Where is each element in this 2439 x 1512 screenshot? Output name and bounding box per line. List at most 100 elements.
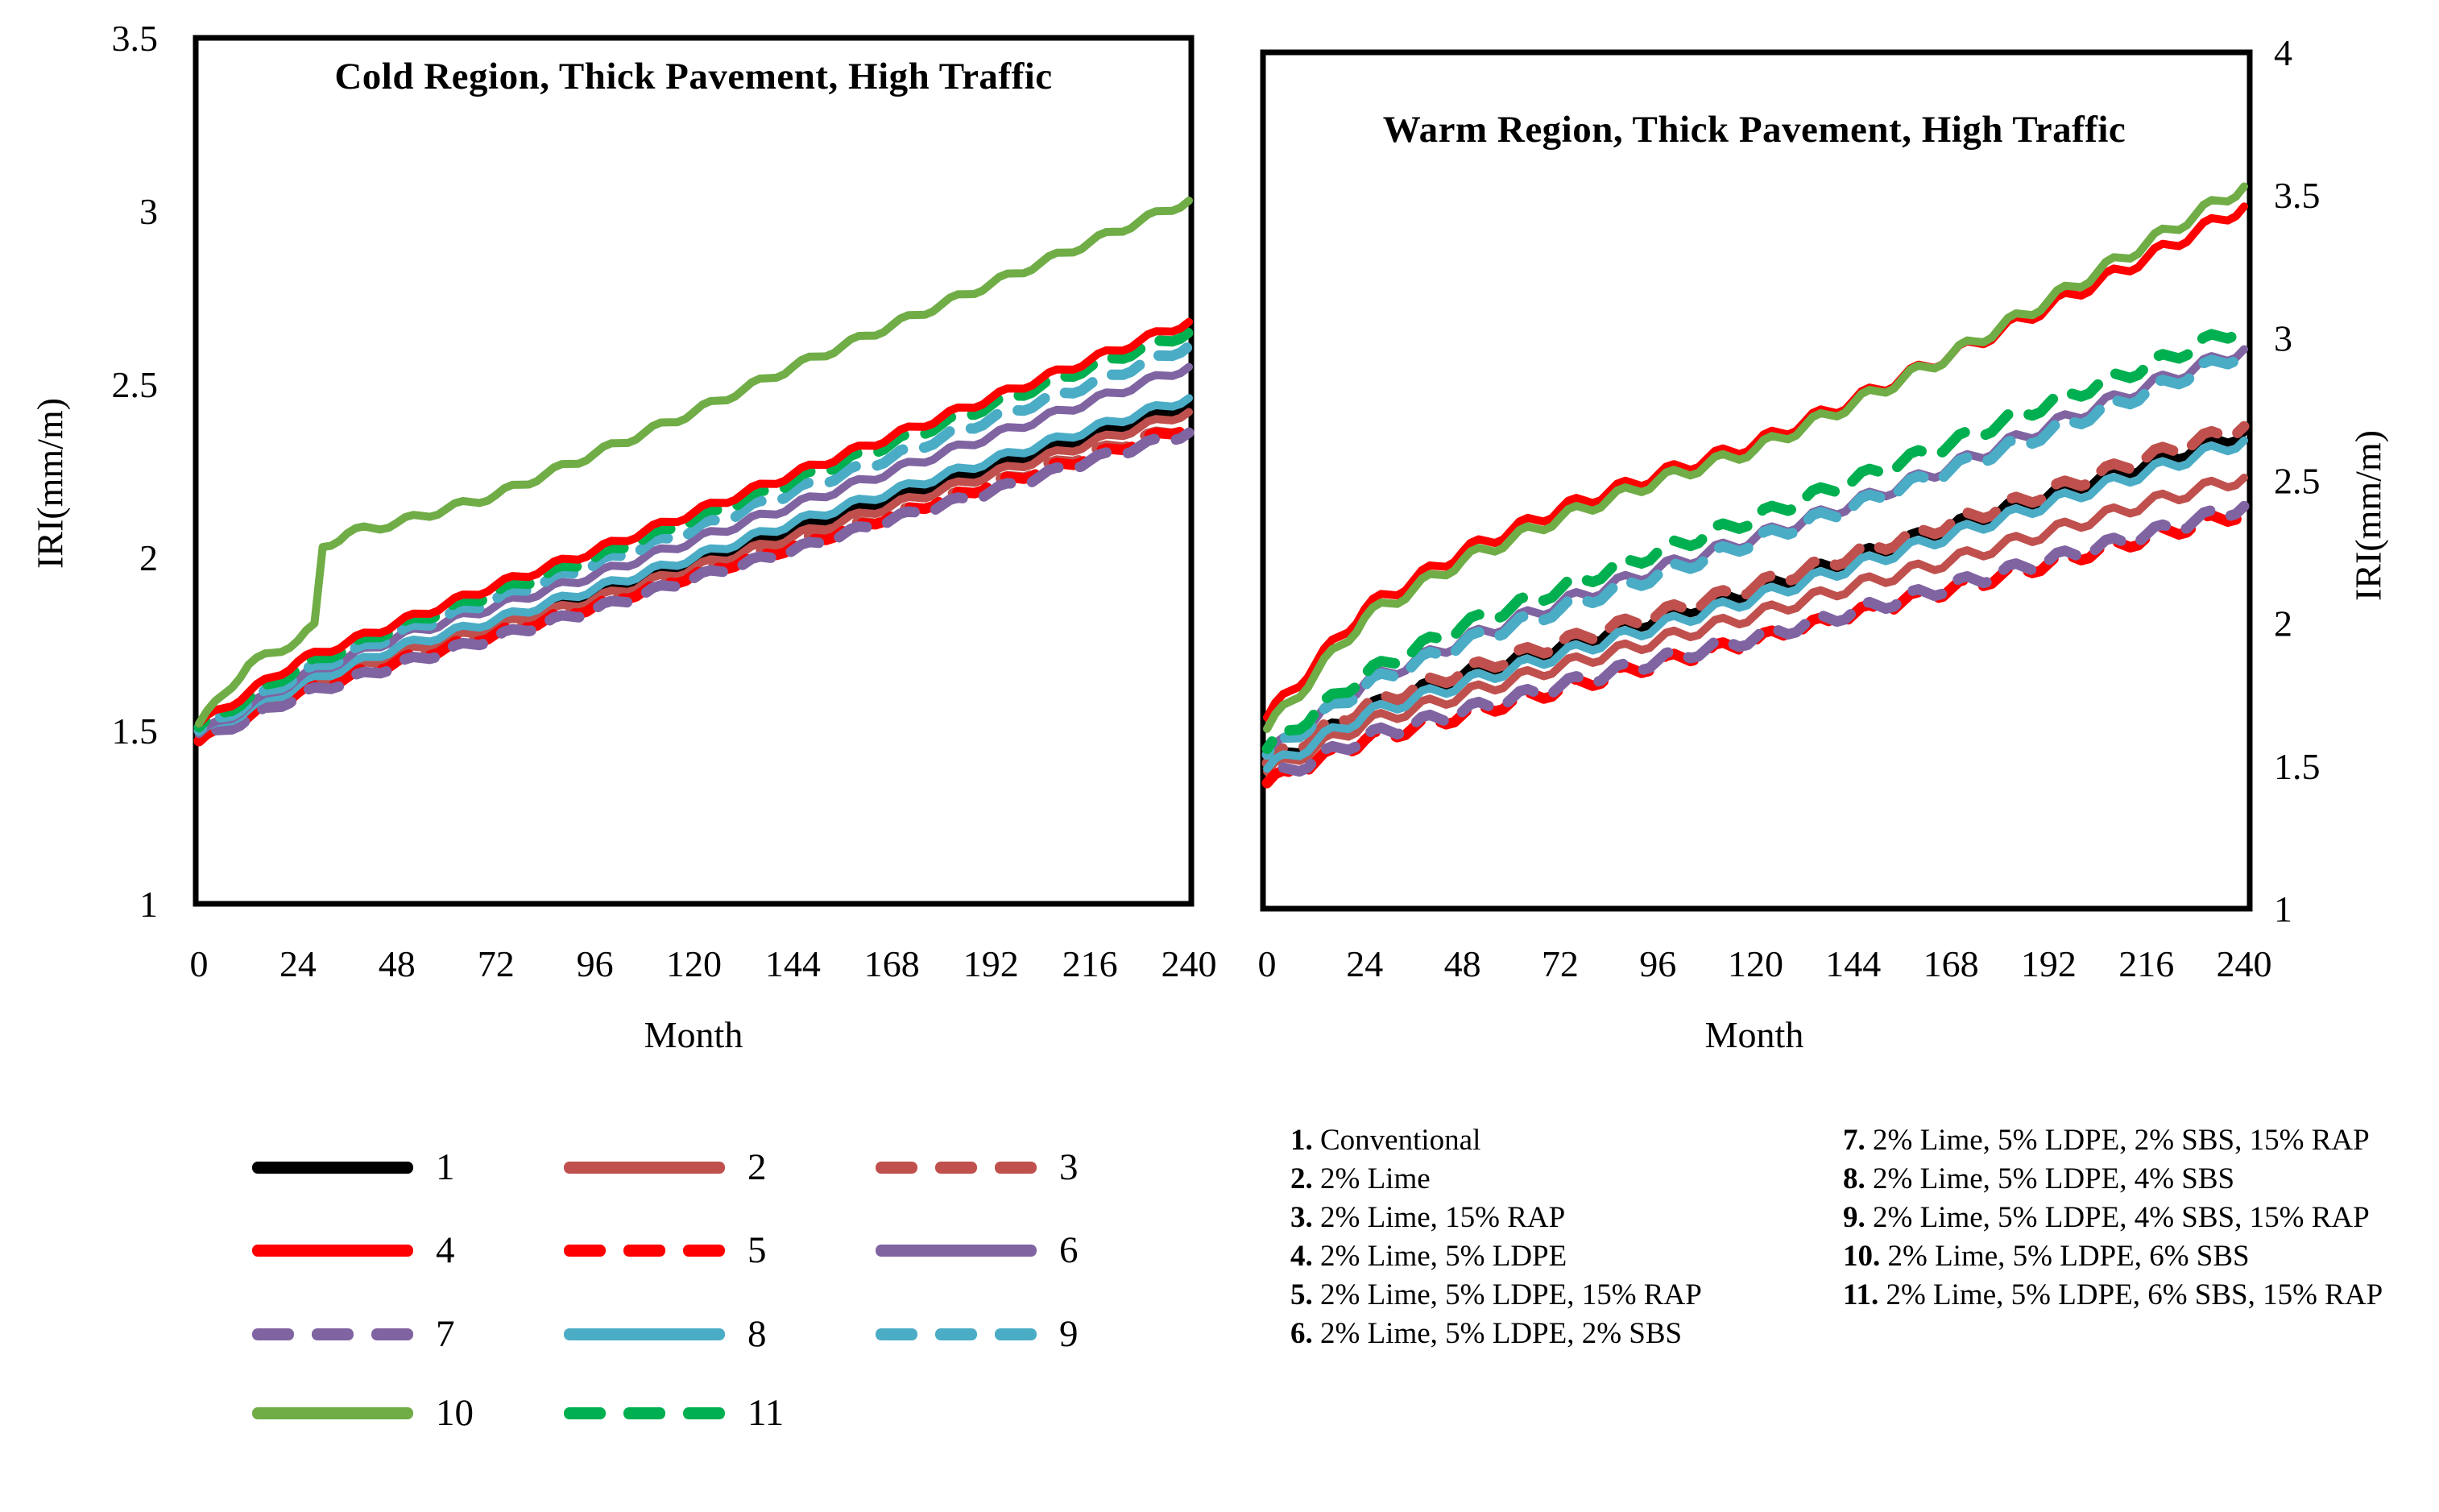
cold-series-line-11 xyxy=(193,327,1195,733)
mix-note-3: 3. 2% Lime, 15% RAP xyxy=(1290,1201,1566,1235)
legend-item-3: 3 xyxy=(876,1146,1079,1188)
swatch-bar xyxy=(683,1244,725,1257)
mix-note-9: 9. 2% Lime, 5% LDPE, 4% SBS, 15% RAP xyxy=(1843,1201,2370,1235)
warm-x-tick-label: 168 xyxy=(1923,943,1979,984)
swatch-bar xyxy=(935,1161,977,1174)
mix-legend-column-1: 1. Conventional 2. 2% Lime 3. 2% Lime, 15%… xyxy=(1290,1121,1725,1354)
warm-y-tick-label: 2.5 xyxy=(2274,461,2321,502)
mix-note-number: 6. xyxy=(1290,1317,1313,1351)
cold-plot-frame xyxy=(193,35,1195,907)
swatch-bar xyxy=(564,1161,725,1174)
cold-x-tick-label: 240 xyxy=(1162,943,1217,984)
mix-note-1: 1. Conventional xyxy=(1290,1124,1481,1157)
warm-x-tick-label: 216 xyxy=(2118,943,2174,984)
mix-legend-column-2: 7. 2% Lime, 5% LDPE, 2% SBS, 15% RAP 8. 2… xyxy=(1843,1121,2427,1315)
legend-item-8: 8 xyxy=(564,1313,767,1355)
swatch-bar xyxy=(623,1244,665,1257)
warm-x-axis-label: Month xyxy=(1704,1014,1804,1055)
cold-y-tick-label: 3 xyxy=(139,191,158,232)
warm-plot-frame xyxy=(1260,49,2253,912)
mix-note-11: 11. 2% Lime, 5% LDPE, 6% SBS, 15% RAP xyxy=(1843,1278,2383,1312)
legend-number-4: 4 xyxy=(436,1229,455,1271)
warm-x-tick-label: 72 xyxy=(1542,943,1579,984)
warm-x-tick-label: 144 xyxy=(1825,943,1881,984)
cold-series-line-7 xyxy=(193,427,1195,747)
cold-series-line-9 xyxy=(193,341,1195,736)
legend-number-8: 8 xyxy=(747,1313,767,1355)
cold-x-tick-label: 168 xyxy=(864,943,920,984)
warm-y-tick-label: 3 xyxy=(2274,317,2292,358)
swatch-bar xyxy=(312,1328,354,1340)
legend-number-7: 7 xyxy=(436,1313,455,1355)
swatch-bar xyxy=(995,1328,1037,1340)
dashed-line-swatch-7 xyxy=(252,1328,413,1340)
swatch-bar xyxy=(876,1244,1037,1257)
swatch-bar xyxy=(371,1328,413,1340)
solid-line-swatch-8 xyxy=(564,1328,725,1340)
swatch-bar xyxy=(876,1328,917,1340)
mix-note-number: 3. xyxy=(1290,1201,1313,1235)
swatch-bar xyxy=(935,1328,977,1340)
swatch-bar xyxy=(252,1161,413,1174)
warm-series-line-9 xyxy=(1261,346,2250,760)
cold-x-tick-label: 72 xyxy=(478,943,515,984)
cold-series-line-2 xyxy=(195,408,1193,742)
legend-number-10: 10 xyxy=(436,1392,474,1434)
swatch-bar xyxy=(623,1406,665,1419)
legend-number-9: 9 xyxy=(1059,1313,1079,1355)
mix-note-number: 7. xyxy=(1843,1124,1865,1157)
warm-y-tick-label: 3.5 xyxy=(2274,175,2321,216)
cold-y-tick-label: 1 xyxy=(139,884,158,925)
cold-x-tick-label: 120 xyxy=(666,943,722,984)
cold-x-tick-label: 48 xyxy=(379,943,416,984)
swatch-bar xyxy=(252,1406,413,1419)
legend-number-5: 5 xyxy=(747,1229,767,1271)
solid-line-swatch-6 xyxy=(876,1244,1037,1257)
dashed-line-swatch-11 xyxy=(564,1406,725,1419)
iri-charts-canvas: 3.532.521.510 24 48 72 96 120 144 168 192 216 2404… xyxy=(112,18,2321,984)
swatch-bar xyxy=(876,1161,917,1174)
swatch-bar xyxy=(252,1244,413,1257)
warm-x-tick-label: 96 xyxy=(1639,943,1676,984)
cold-y-tick-label: 2 xyxy=(139,537,158,578)
swatch-bar xyxy=(683,1406,725,1419)
dashed-line-swatch-3 xyxy=(876,1161,1037,1174)
cold-y-tick-label: 2.5 xyxy=(112,364,159,405)
cold-series-line-8 xyxy=(195,394,1193,739)
dashed-line-swatch-5 xyxy=(564,1244,725,1257)
warm-series-line-10 xyxy=(1263,182,2248,733)
cold-y-tick-label: 3.5 xyxy=(112,18,159,59)
cold-x-tick-label: 24 xyxy=(280,943,317,984)
mix-note-number: 1. xyxy=(1290,1124,1313,1157)
cold-chart-title: Cold Region, Thick Pavement, High Traffi… xyxy=(334,56,1053,97)
legend-number-11: 11 xyxy=(747,1392,785,1434)
warm-x-tick-label: 48 xyxy=(1444,943,1481,984)
warm-y-tick-label: 1 xyxy=(2274,889,2292,930)
warm-x-tick-label: 120 xyxy=(1728,943,1783,984)
mix-note-number: 9. xyxy=(1843,1201,1865,1235)
mix-note-5: 5. 2% Lime, 5% LDPE, 15% RAP xyxy=(1290,1278,1702,1312)
mix-note-4: 4. 2% Lime, 5% LDPE xyxy=(1290,1240,1567,1274)
warm-series-line-3 xyxy=(1261,420,2250,768)
mix-note-number: 5. xyxy=(1290,1278,1313,1312)
cold-x-axis-label: Month xyxy=(644,1014,743,1055)
warm-y-tick-label: 4 xyxy=(2274,32,2292,73)
solid-line-swatch-4 xyxy=(252,1244,413,1257)
dashed-line-swatch-9 xyxy=(876,1328,1037,1340)
legend-item-2: 2 xyxy=(564,1146,767,1188)
mix-note-number: 11. xyxy=(1843,1278,1879,1312)
swatch-bar xyxy=(564,1244,606,1257)
mix-note-number: 8. xyxy=(1843,1162,1865,1196)
warm-series-line-7 xyxy=(1261,500,2250,785)
cold-x-tick-label: 0 xyxy=(190,943,209,984)
legend-number-3: 3 xyxy=(1059,1146,1079,1188)
cold-series-line-10 xyxy=(195,197,1193,728)
mix-note-number: 2. xyxy=(1290,1162,1313,1196)
cold-x-tick-label: 216 xyxy=(1062,943,1118,984)
warm-series-line-2 xyxy=(1263,474,2248,776)
mix-note-10: 10. 2% Lime, 5% LDPE, 6% SBS xyxy=(1843,1240,2250,1274)
solid-line-swatch-2 xyxy=(564,1161,725,1174)
legend-item-9: 9 xyxy=(876,1313,1079,1355)
warm-chart-title: Warm Region, Thick Pavement, High Traffi… xyxy=(1382,109,2126,151)
